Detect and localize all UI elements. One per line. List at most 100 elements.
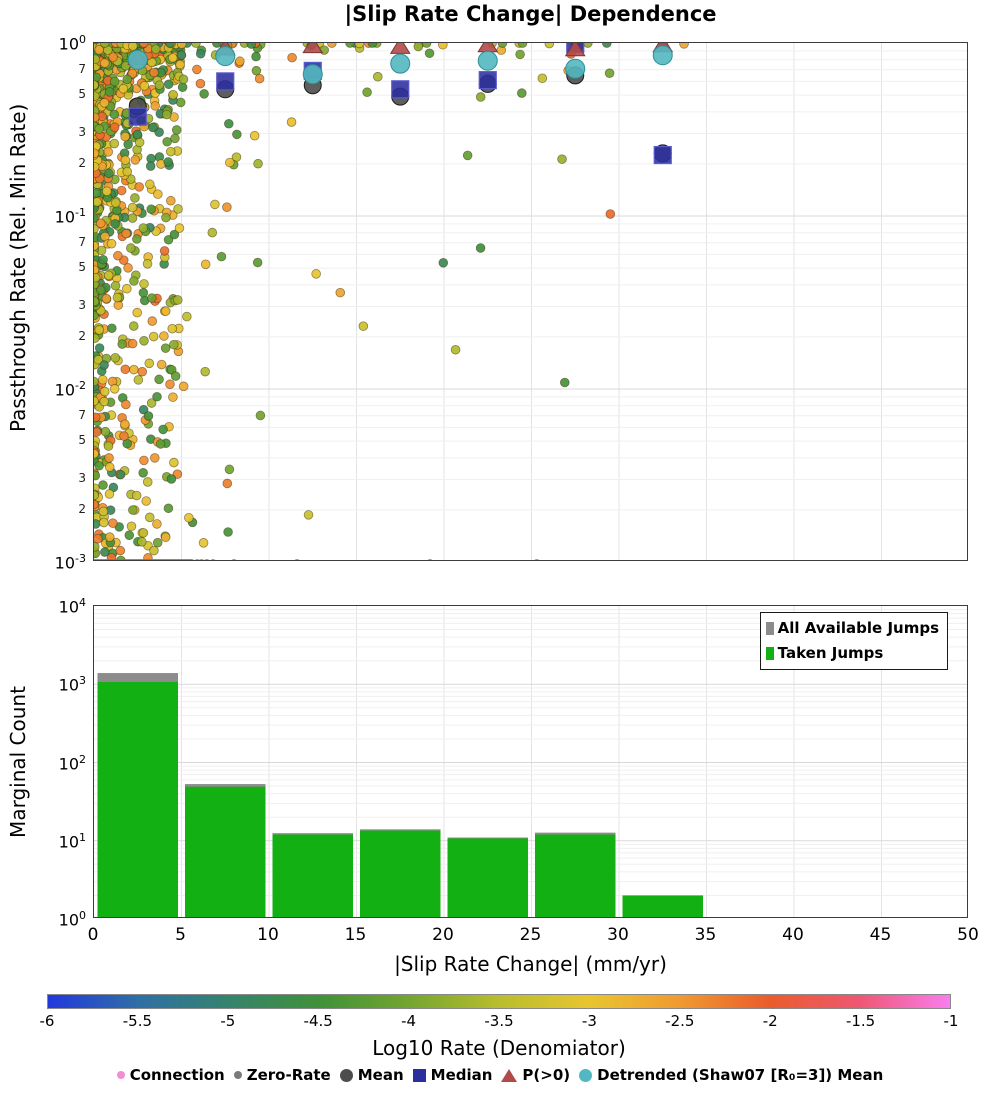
histogram-legend: All Available Jumps Taken Jumps — [759, 612, 948, 670]
connection-point — [127, 338, 138, 349]
connection-point — [99, 396, 109, 407]
connection-point — [94, 161, 100, 172]
connection-point — [115, 545, 126, 556]
connection-point — [94, 460, 104, 471]
bar-taken — [272, 834, 353, 917]
connection-point — [116, 185, 127, 196]
connection-point — [335, 287, 346, 298]
connection-point — [246, 43, 257, 49]
detrended-mean-marker — [127, 49, 148, 70]
connection-point — [99, 547, 110, 557]
zero-rate-point — [294, 559, 300, 560]
connection-point — [160, 306, 171, 316]
connection-point — [127, 213, 138, 223]
scatter-plot-canvas — [94, 43, 967, 560]
connection-point — [142, 477, 153, 487]
connection-point — [103, 270, 114, 281]
connection-point — [438, 43, 448, 50]
connection-point — [138, 43, 149, 48]
connection-point — [192, 64, 202, 75]
detrended-mean-marker — [477, 50, 498, 71]
connection-point — [143, 411, 154, 421]
connection-point — [94, 412, 101, 423]
connection-point — [137, 366, 148, 377]
connection-point — [120, 364, 131, 375]
median-marker — [128, 107, 147, 126]
marker-legend: Connection Zero-Rate Mean Median P(>0) Detren… — [0, 1066, 1000, 1084]
connection-point — [165, 379, 175, 390]
connection-point — [108, 52, 118, 62]
connection-point — [94, 148, 100, 159]
connection-point — [139, 279, 149, 289]
connection-point — [152, 391, 162, 402]
x-tick-label: 5 — [175, 925, 186, 945]
connection-point — [120, 155, 131, 165]
connection-point — [156, 359, 167, 370]
y-minor-tick-label: 7 — [78, 61, 86, 76]
connection-point — [138, 404, 149, 415]
colorbar-tick-label: -6 — [39, 1012, 55, 1030]
connection-point — [421, 43, 432, 48]
connection-point — [168, 392, 178, 402]
connection-point — [147, 293, 157, 303]
connection-point — [94, 343, 105, 353]
bar-taken — [447, 838, 528, 917]
connection-point — [198, 538, 209, 548]
connection-point — [94, 542, 100, 552]
connection-point — [122, 166, 133, 177]
connection-point — [145, 179, 155, 190]
y-minor-tick-label: 2 — [78, 328, 86, 343]
connection-point — [163, 503, 174, 514]
connection-point — [143, 553, 153, 560]
y-tick-label: 10-2 — [54, 379, 86, 400]
zero-rate-point — [210, 559, 216, 560]
connection-point — [544, 43, 555, 49]
detrended-mean-marker — [652, 45, 673, 66]
colorbar-tick-label: -3 — [581, 1012, 597, 1030]
connection-point — [200, 259, 211, 270]
connection-point — [146, 204, 157, 214]
legend-label: All Available Jumps — [777, 619, 939, 637]
colorbar-tick-label: -4 — [401, 1012, 417, 1030]
connection-point — [176, 50, 187, 60]
y-minor-tick-label: 3 — [78, 298, 86, 313]
legend-item-p-0: P(>0) — [501, 1066, 570, 1084]
connection-point — [99, 386, 110, 397]
connection-point — [413, 43, 424, 52]
connection-point — [108, 518, 118, 528]
connection-point — [144, 512, 155, 523]
connection-point — [212, 43, 222, 48]
connection-point — [109, 384, 120, 394]
connection-point — [475, 92, 486, 102]
connection-point — [605, 209, 616, 219]
zero-rate-point — [194, 559, 200, 560]
colorbar-tick-label: -4.5 — [303, 1012, 333, 1030]
x-tick-label: 10 — [257, 925, 279, 945]
x-tick-label: 30 — [607, 925, 629, 945]
connection-point — [145, 161, 156, 171]
connection-point — [251, 51, 261, 62]
connection-point — [160, 532, 171, 543]
connection-point — [127, 202, 138, 213]
colorbar-tick-label: -5.5 — [122, 1012, 153, 1030]
y-tick-label: 101 — [58, 830, 86, 852]
bar-taken — [535, 834, 616, 917]
connection-point — [94, 45, 104, 55]
connection-point — [134, 137, 145, 148]
zero-rate-point — [427, 559, 433, 560]
legend-label: Median — [430, 1066, 493, 1084]
connection-point — [94, 80, 99, 90]
connection-point — [99, 98, 110, 108]
connection-point — [126, 243, 136, 253]
connection-point — [287, 52, 297, 63]
connection-point — [94, 112, 100, 123]
bar-taken — [622, 895, 703, 917]
p-gt0-marker — [564, 43, 586, 57]
connection-point — [155, 439, 166, 449]
connection-point — [132, 234, 142, 244]
connection-point — [207, 227, 218, 238]
connection-point — [195, 78, 206, 89]
connection-point — [144, 358, 155, 369]
connection-point — [170, 371, 181, 381]
